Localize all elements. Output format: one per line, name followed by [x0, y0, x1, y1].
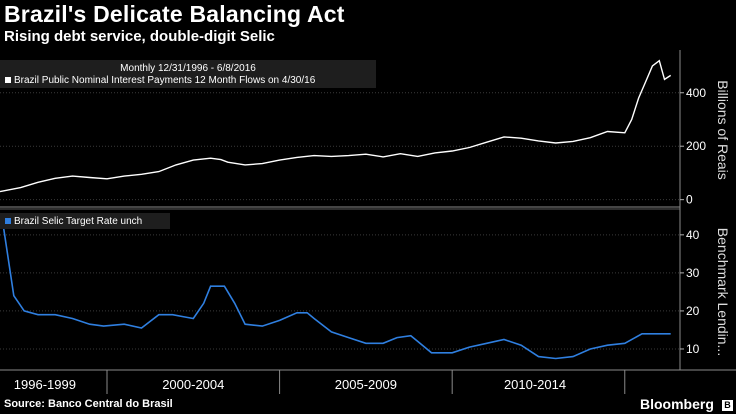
y-tick-label-bottom-40: 40: [686, 228, 700, 242]
x-period-label-2000-2004: 2000-2004: [162, 377, 224, 392]
y-tick-label-bottom-30: 30: [686, 266, 700, 280]
source-note: Source: Banco Central do Brasil: [4, 398, 173, 410]
bottom-legend-box: [0, 213, 170, 229]
x-axis-separators: [106, 370, 626, 394]
top-legend-swatch: [5, 77, 11, 83]
bottom-legend-label: Brazil Selic Target Rate unch: [14, 216, 142, 227]
grid-bottom: [0, 234, 684, 350]
top-legend-box: [0, 60, 376, 88]
chart-subtitle: Rising debt service, double-digit Selic: [4, 28, 275, 45]
y-tick-label-top-0: 0: [686, 193, 693, 207]
bloomberg-logo: Bloomberg: [640, 396, 714, 412]
y-tick-label-bottom-10: 10: [686, 342, 700, 356]
y-ticks-bottom: 10 20 30 40: [686, 228, 700, 356]
y-tick-label-top-400: 400: [686, 86, 706, 100]
bloomberg-badge-icon: B: [722, 400, 733, 411]
bottom-y-axis-title: Benchmark Lendin...: [715, 228, 731, 356]
x-period-label-1996-1999: 1996-1999: [14, 377, 76, 392]
bottom-legend-swatch: [5, 218, 11, 224]
y-tick-label-top-200: 200: [686, 139, 706, 153]
top-y-axis-title: Billions of Reais: [715, 80, 731, 180]
selic-rate-line: [0, 219, 671, 360]
interest-payments-line: [0, 59, 672, 193]
top-legend-label: Brazil Public Nominal Interest Payments …: [14, 75, 316, 86]
x-period-labels: 1996-1999 2000-2004 2005-2009 2010-2014: [14, 377, 566, 392]
grid-top: [0, 92, 684, 201]
chart-title: Brazil's Delicate Balancing Act: [4, 1, 345, 27]
x-period-label-2010-2014: 2010-2014: [504, 377, 566, 392]
y-ticks-top: 0 200 400: [686, 86, 706, 207]
x-period-label-2005-2009: 2005-2009: [335, 377, 397, 392]
date-range-label: Monthly 12/31/1996 - 6/8/2016: [120, 63, 256, 74]
y-tick-label-bottom-20: 20: [686, 304, 700, 318]
